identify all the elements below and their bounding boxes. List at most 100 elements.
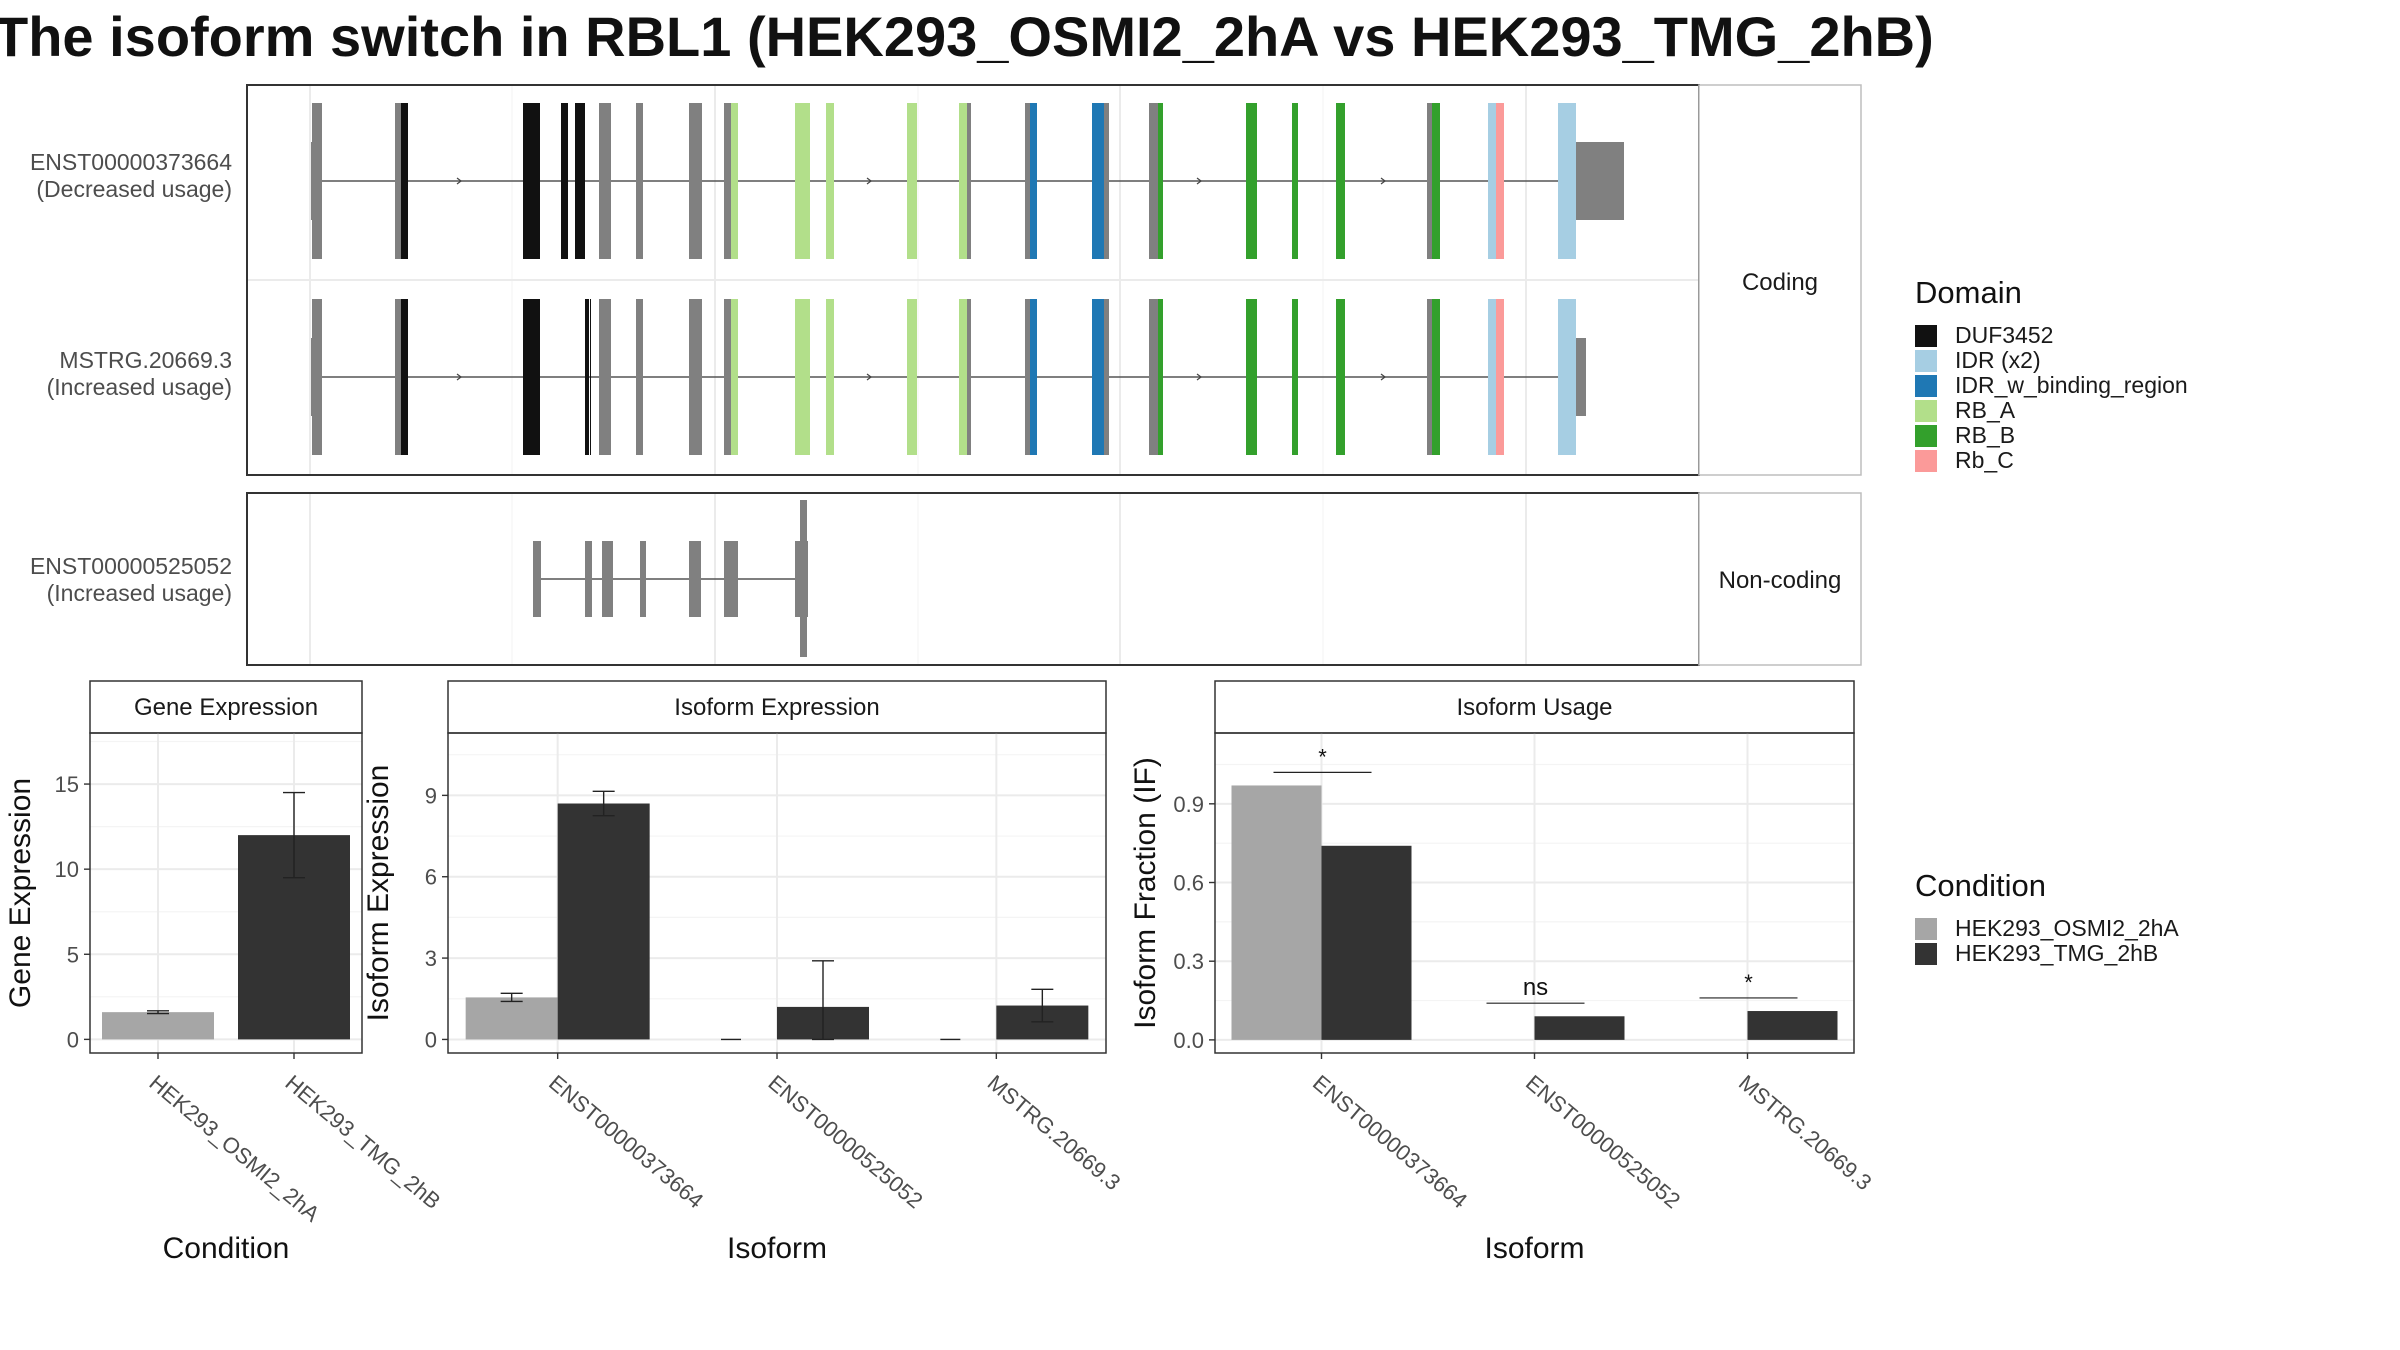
exon xyxy=(1292,103,1298,259)
exon-segment xyxy=(1104,299,1109,455)
exon-segment xyxy=(907,299,917,455)
panel-strip xyxy=(447,680,1107,734)
exon-segment xyxy=(689,299,702,455)
domain-legend-item: DUF3452 xyxy=(1915,322,2355,348)
domain-legend-label: DUF3452 xyxy=(1955,322,2054,348)
x-tick-label: ENST00000373664 xyxy=(544,1070,708,1213)
bar xyxy=(465,997,558,1040)
exon-segment xyxy=(401,103,408,259)
condition-legend-label: HEK293_TMG_2hB xyxy=(1955,940,2159,966)
strand-arrow xyxy=(456,373,462,381)
panel-background xyxy=(247,493,1699,665)
y-tick-label: 0 xyxy=(67,1027,79,1052)
exon xyxy=(959,103,971,259)
exon-segment xyxy=(1025,103,1030,259)
domain-legend-item: Rb_C xyxy=(1915,447,2355,473)
exon-segment xyxy=(1496,299,1504,455)
domain-legend-item: IDR (x2) xyxy=(1915,347,2355,373)
exon xyxy=(575,103,585,259)
exon-segment xyxy=(724,299,731,455)
exon xyxy=(1427,103,1440,259)
domain-legend-item: RB_A xyxy=(1915,397,2355,423)
exon-segment xyxy=(1427,299,1432,455)
exon xyxy=(523,299,540,455)
x-axis-title: Isoform xyxy=(1484,1232,1584,1265)
exon-segment xyxy=(1488,299,1496,455)
exon-segment xyxy=(585,299,589,455)
y-tick-label: 10 xyxy=(55,857,79,882)
exon xyxy=(826,299,834,455)
exon-segment xyxy=(312,103,322,259)
exon-segment xyxy=(967,299,971,455)
condition-legend-key xyxy=(1915,917,1937,940)
strand-arrow xyxy=(1196,373,1202,381)
transcript-MSTRG.20669.3 xyxy=(311,299,1586,455)
exon-segment xyxy=(636,299,643,455)
condition-legend-key xyxy=(1915,942,1937,965)
condition-legend-item: HEK293_OSMI2_2hA xyxy=(1915,915,2355,941)
panel-border xyxy=(89,732,363,1054)
significance-label: * xyxy=(1318,744,1327,769)
exon-segment xyxy=(1030,299,1037,455)
strip-coding xyxy=(1698,84,1862,476)
y-tick-label: 0.9 xyxy=(1173,792,1204,817)
exon xyxy=(1149,103,1163,259)
exon xyxy=(689,103,702,259)
panel-strip xyxy=(89,680,363,734)
exon xyxy=(1025,103,1037,259)
exon-segment xyxy=(599,299,611,455)
bar-panel-isoform-usage: Isoform Usage * ns * 0.0 0.3 0.6 0.9 ENST0000037… xyxy=(1129,680,1877,1265)
y-axis-title: Isoform Expression xyxy=(362,765,395,1022)
exon-segment xyxy=(561,103,568,259)
exon-segment xyxy=(731,299,738,455)
exon-segment xyxy=(689,103,702,259)
exon-segment xyxy=(795,299,810,455)
x-axis-title: Isoform xyxy=(727,1232,827,1265)
exon-segment xyxy=(1092,103,1104,259)
exon xyxy=(1488,103,1504,259)
domain-legend-item: RB_B xyxy=(1915,422,2355,448)
exon xyxy=(533,541,541,617)
panel-title: Isoform Expression xyxy=(674,694,879,721)
bar xyxy=(1321,845,1412,1040)
bar xyxy=(102,1012,214,1040)
exon-segment xyxy=(795,103,810,259)
exon xyxy=(1427,299,1440,455)
domain-legend-key xyxy=(1915,424,1937,447)
exon xyxy=(1092,103,1109,259)
domain-legend-label: IDR (x2) xyxy=(1955,347,2041,373)
exon-segment xyxy=(395,103,401,259)
exon-segment xyxy=(959,299,967,455)
transcript-id-label: MSTRG.20669.3 xyxy=(59,347,232,373)
exon xyxy=(800,500,807,657)
exon-segment xyxy=(599,103,611,259)
exon-segment xyxy=(1158,103,1163,259)
exon-segment xyxy=(1104,103,1109,259)
x-tick-label: ENST00000525052 xyxy=(764,1070,928,1213)
significance-label: * xyxy=(1744,970,1753,995)
exon xyxy=(640,541,646,617)
exon xyxy=(689,299,702,455)
exon-segment xyxy=(1292,299,1298,455)
exon xyxy=(312,299,322,455)
transcript-structure-panel: Coding Non-coding ENST00000373664(Decrease… xyxy=(30,84,1862,666)
exon xyxy=(1025,299,1037,455)
exon-segment xyxy=(1149,299,1158,455)
exon xyxy=(826,103,834,259)
exon-segment xyxy=(1158,299,1163,455)
condition-legend-item: HEK293_TMG_2hB xyxy=(1915,940,2355,966)
exon-segment xyxy=(826,103,834,259)
exon-segment xyxy=(636,103,643,259)
exon xyxy=(724,103,738,259)
exon-segment xyxy=(1558,299,1576,455)
exon-segment xyxy=(731,103,738,259)
exon-segment xyxy=(1149,103,1158,259)
strip-noncoding xyxy=(1698,492,1862,666)
y-tick-label: 0.3 xyxy=(1173,949,1204,974)
exon-segment xyxy=(1246,299,1257,455)
exon xyxy=(795,299,810,455)
y-axis-title: Gene Expression xyxy=(4,778,37,1008)
exon xyxy=(1336,103,1345,259)
bar-plot-panels: Gene Expression051015HEK293_OSMI2_2hAHEK… xyxy=(4,680,1877,1265)
transcript-ENST00000373664 xyxy=(311,103,1624,259)
